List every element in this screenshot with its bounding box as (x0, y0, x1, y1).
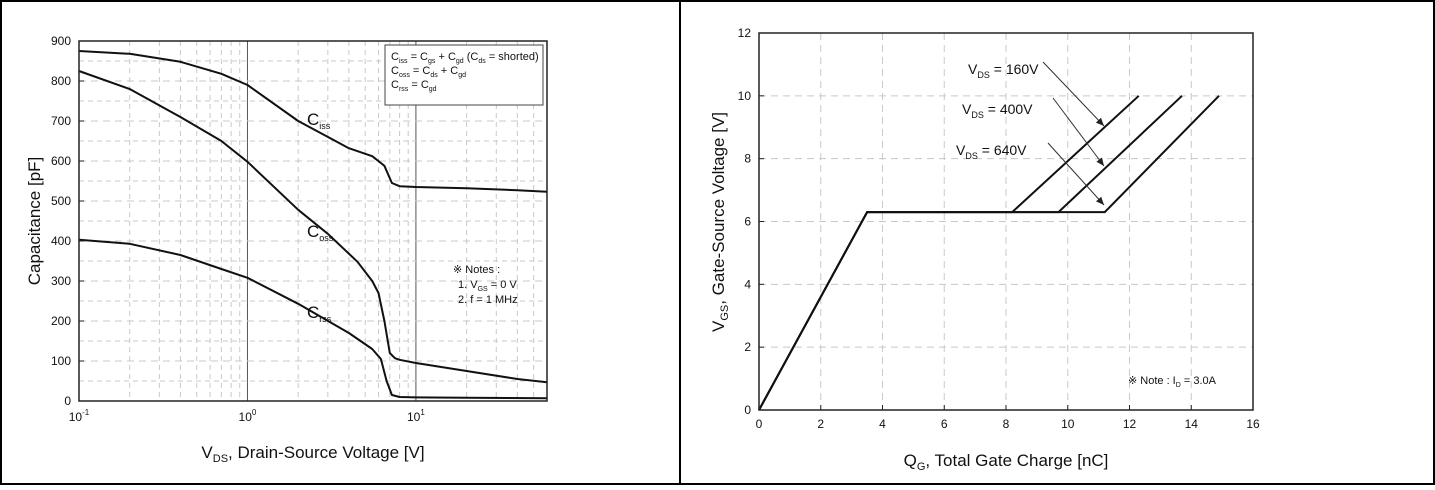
label-arrowhead (1095, 117, 1104, 126)
series-line-ciss (78, 50, 548, 193)
label-arrow-line (1052, 97, 1105, 167)
legend-line: Crss = Cgd (391, 79, 437, 93)
gate-charge-x-ticks: 0 2 4 6 8 10 12 14 16 (756, 405, 1260, 431)
y-tick-label: 600 (51, 154, 71, 168)
y-tick-label: 6 (744, 215, 751, 229)
series-label-vds-2: VDS = 400V (962, 101, 1033, 120)
label-arrowhead (1096, 196, 1104, 205)
series-line-vds-2 (758, 95, 1183, 411)
gate-charge-label-arrows (1042, 61, 1105, 206)
series-line-coss (78, 70, 548, 384)
series-label-vds-1: VDS = 160V (968, 61, 1039, 80)
gate-charge-curves (758, 95, 1220, 411)
x-tick-label: 0 (756, 417, 763, 431)
capacitance-x-ticks: 10-1 100 101 (69, 408, 426, 424)
x-tick-label: 14 (1185, 417, 1199, 431)
capacitance-y-ticks: 0 100 200 300 400 500 600 700 800 900 (51, 34, 84, 408)
x-tick-label: 2 (817, 417, 824, 431)
gate-charge-y-axis-title: VGS, Gate-Source Voltage [V] (709, 112, 731, 332)
capacitance-notes: ※ Notes : 1. VGS = 0 V2. f = 1 MHz (453, 264, 518, 306)
y-tick-label: 8 (744, 152, 751, 166)
capacitance-plot-border (78, 40, 548, 402)
series-label-coss: Coss (307, 222, 334, 243)
y-tick-label: 500 (51, 194, 71, 208)
gate-charge-x-axis-title: QG, Total Gate Charge [nC] (904, 451, 1109, 473)
y-tick-label: 2 (744, 340, 751, 354)
y-tick-label: 0 (64, 394, 71, 408)
gate-charge-y-ticks: 0 2 4 6 8 10 12 (738, 26, 764, 417)
y-tick-label: 200 (51, 314, 71, 328)
series-label-crss: Crss (307, 303, 332, 324)
capacitance-legend: Ciss = Cgs + Cgd (Cds = shorted)Coss = C… (391, 51, 539, 93)
series-line-vds-1 (758, 95, 1140, 411)
y-tick-label: 700 (51, 114, 71, 128)
x-tick-label: 6 (941, 417, 948, 431)
x-tick-label: 8 (1003, 417, 1010, 431)
capacitance-x-axis-title: VDS, Drain-Source Voltage [V] (201, 443, 424, 465)
label-arrowhead (1096, 157, 1104, 166)
capacitance-y-axis-title: Capacitance [pF] (25, 157, 44, 286)
capacitance-curves (78, 50, 548, 400)
capacitance-legend-box (384, 44, 544, 106)
note-line: 2. f = 1 MHz (458, 294, 518, 306)
note-line: ※ Notes : (453, 264, 500, 276)
x-tick-label: 101 (407, 408, 425, 424)
capacitance-series-labels: Ciss Coss Crss (307, 110, 334, 324)
legend-line: Ciss = Cgs + Cgd (Cds = shorted) (391, 51, 539, 65)
y-tick-label: 0 (744, 403, 751, 417)
y-tick-label: 300 (51, 274, 71, 288)
series-line-crss (78, 238, 548, 400)
series-label-vds-3: VDS = 640V (956, 142, 1027, 161)
x-tick-label: 4 (879, 417, 886, 431)
label-arrow-line (1042, 61, 1105, 127)
y-tick-label: 12 (738, 26, 752, 40)
y-tick-label: 4 (744, 277, 751, 291)
x-tick-label: 12 (1123, 417, 1137, 431)
gate-charge-plot-border (758, 32, 1254, 411)
y-tick-label: 100 (51, 354, 71, 368)
y-tick-label: 10 (738, 89, 752, 103)
label-arrow-line (1047, 142, 1105, 206)
series-label-ciss: Ciss (307, 110, 331, 131)
x-tick-label: 10 (1061, 417, 1075, 431)
note-line: 1. VGS = 0 V (458, 279, 517, 293)
y-tick-label: 800 (51, 74, 71, 88)
x-tick-label: 100 (239, 408, 257, 424)
y-tick-label: 900 (51, 34, 71, 48)
series-line-vds-3 (758, 95, 1220, 411)
x-tick-label: 16 (1246, 417, 1260, 431)
gate-charge-grid (759, 33, 1253, 410)
y-tick-label: 400 (51, 234, 71, 248)
legend-line: Coss = Cds + Cgd (391, 65, 466, 79)
gate-charge-series-labels: VDS = 160V VDS = 400V VDS = 640V (956, 61, 1039, 161)
gate-charge-note: ※ Note : ID = 3.0A (1128, 375, 1217, 389)
x-tick-label: 10-1 (69, 408, 90, 424)
